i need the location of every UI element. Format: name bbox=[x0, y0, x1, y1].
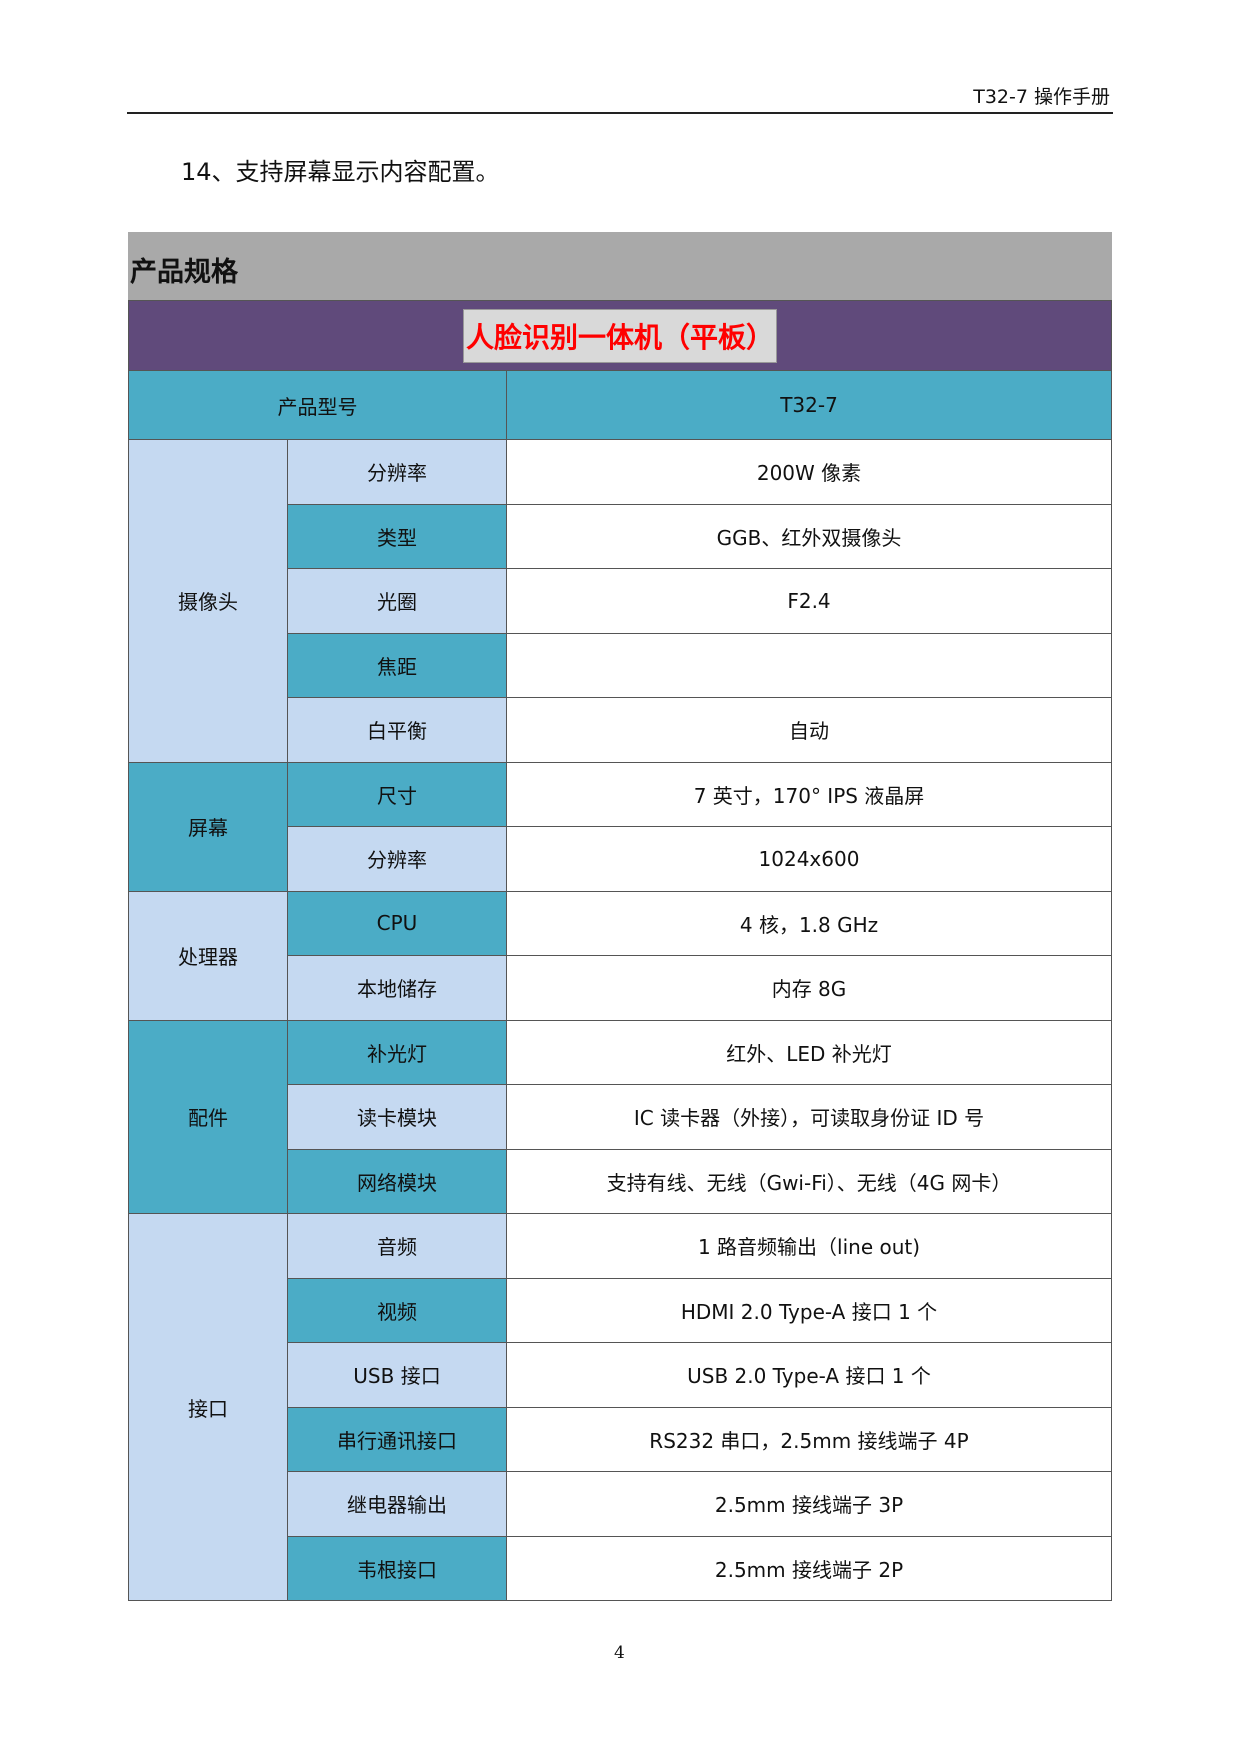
group-label: 处理器 bbox=[128, 890, 288, 1021]
spec-label: 补光灯 bbox=[287, 1019, 507, 1085]
spec-row: 配件 补光灯 红外、LED 补光灯 bbox=[128, 1019, 1112, 1214]
spec-value: 红外、LED 补光灯 bbox=[506, 1019, 1112, 1085]
spec-row: 类型 GGB、红外双摄像头 bbox=[129, 503, 1112, 569]
spec-row: 网络模块 支持有线、无线（Gwi-Fi）、无线（4G 网卡） bbox=[129, 1148, 1112, 1214]
spec-row: 光圈 F2.4 bbox=[129, 568, 1112, 634]
spec-row: USB 接口 USB 2.0 Type-A 接口 1 个 bbox=[129, 1342, 1112, 1408]
spec-value: 4 核，1.8 GHz bbox=[506, 890, 1112, 956]
spec-row: 接口 音频 1 路音频输出（line out) bbox=[128, 1213, 1112, 1601]
group-label: 配件 bbox=[128, 1019, 288, 1214]
spec-label: 音频 bbox=[287, 1213, 507, 1279]
spec-label: 读卡模块 bbox=[287, 1084, 507, 1150]
spec-row: 读卡模块 IC 读卡器（外接），可读取身份证 ID 号 bbox=[129, 1084, 1112, 1150]
spec-value: IC 读卡器（外接），可读取身份证 ID 号 bbox=[506, 1084, 1112, 1150]
spec-row: 串行通讯接口 RS232 串口，2.5mm 接线端子 4P bbox=[129, 1406, 1112, 1472]
header-rule bbox=[127, 112, 1113, 114]
spec-value: HDMI 2.0 Type-A 接口 1 个 bbox=[506, 1277, 1112, 1343]
product-name-cell: 人脸识别一体机（平板） bbox=[128, 300, 1112, 371]
spec-row: 焦距 bbox=[129, 632, 1112, 698]
spec-label: 继电器输出 bbox=[287, 1471, 507, 1537]
spec-row: 韦根接口 2.5mm 接线端子 2P bbox=[129, 1535, 1112, 1601]
spec-value: 1024x600 bbox=[506, 826, 1112, 892]
page-number: 4 bbox=[614, 1643, 625, 1663]
spec-value: 自动 bbox=[506, 697, 1112, 763]
spec-label: 视频 bbox=[287, 1277, 507, 1343]
spec-label: 分辨率 bbox=[287, 439, 507, 505]
spec-label: 串行通讯接口 bbox=[287, 1406, 507, 1472]
spec-row: 视频 HDMI 2.0 Type-A 接口 1 个 bbox=[129, 1277, 1112, 1343]
spec-label: 类型 bbox=[287, 503, 507, 569]
spec-row: 白平衡 自动 bbox=[129, 697, 1112, 763]
running-header: T32-7 操作手册 bbox=[973, 86, 1110, 108]
group-label: 接口 bbox=[128, 1213, 288, 1601]
spec-label: 韦根接口 bbox=[287, 1535, 507, 1601]
spec-value: 2.5mm 接线端子 3P bbox=[506, 1471, 1112, 1537]
spec-label: CPU bbox=[287, 890, 507, 956]
spec-label: 网络模块 bbox=[287, 1148, 507, 1214]
spec-value: 支持有线、无线（Gwi-Fi）、无线（4G 网卡） bbox=[506, 1148, 1112, 1214]
spec-label: 分辨率 bbox=[287, 826, 507, 892]
spec-label: USB 接口 bbox=[287, 1342, 507, 1408]
product-name: 人脸识别一体机（平板） bbox=[462, 308, 777, 363]
spec-row: 继电器输出 2.5mm 接线端子 3P bbox=[129, 1471, 1112, 1537]
spec-value: 200W 像素 bbox=[506, 439, 1112, 505]
spec-value: F2.4 bbox=[506, 568, 1112, 634]
spec-value: USB 2.0 Type-A 接口 1 个 bbox=[506, 1342, 1112, 1408]
spec-value: 7 英寸，170° IPS 液晶屏 bbox=[506, 761, 1112, 827]
spec-row: 屏幕 尺寸 7 英寸，170° IPS 液晶屏 bbox=[128, 761, 1112, 892]
spec-row: 摄像头 分辨率 200W 像素 bbox=[128, 439, 1112, 763]
spec-label: 尺寸 bbox=[287, 761, 507, 827]
spec-value: GGB、红外双摄像头 bbox=[506, 503, 1112, 569]
spec-value: RS232 串口，2.5mm 接线端子 4P bbox=[506, 1406, 1112, 1472]
section-heading-bar: 产品规格 bbox=[128, 232, 1112, 300]
spec-value: 内存 8G bbox=[506, 955, 1112, 1021]
group-label: 摄像头 bbox=[128, 439, 288, 763]
intro-text: 14、支持屏幕显示内容配置。 bbox=[181, 158, 500, 186]
model-value: T32-7 bbox=[506, 370, 1112, 440]
spec-value: 1 路音频输出（line out) bbox=[506, 1213, 1112, 1279]
model-label: 产品型号 bbox=[128, 370, 507, 440]
section-title: 产品规格 bbox=[130, 257, 238, 288]
spec-label: 白平衡 bbox=[287, 697, 507, 763]
spec-table: 人脸识别一体机（平板） 产品型号 T32-7 摄像头 分辨率 200W 像素 类型 GGB… bbox=[128, 300, 1112, 1601]
spec-label: 焦距 bbox=[287, 632, 507, 698]
spec-label: 本地储存 bbox=[287, 955, 507, 1021]
spec-label: 光圈 bbox=[287, 568, 507, 634]
spec-row: 处理器 CPU 4 核，1.8 GHz bbox=[128, 890, 1112, 1021]
spec-value bbox=[506, 632, 1112, 698]
spec-row: 本地储存 内存 8G bbox=[129, 955, 1112, 1021]
spec-value: 2.5mm 接线端子 2P bbox=[506, 1535, 1112, 1601]
group-label: 屏幕 bbox=[128, 761, 288, 892]
